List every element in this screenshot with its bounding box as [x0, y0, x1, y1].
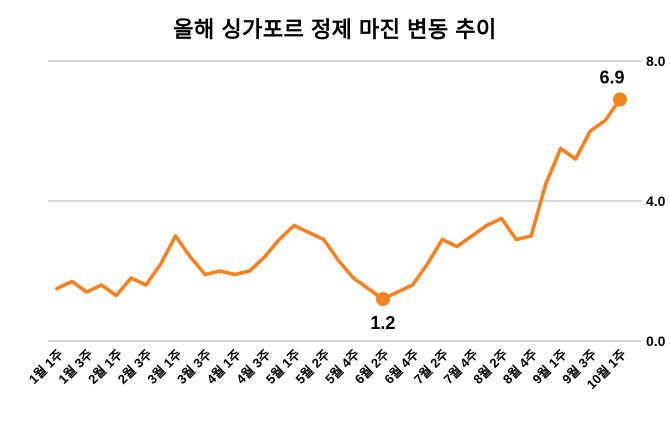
- y-axis-labels: 8.0 4.0 0.0: [646, 53, 666, 349]
- point-label: 6.9: [599, 68, 624, 88]
- gridlines: [48, 60, 642, 342]
- data-line: [55, 97, 622, 301]
- data-point-marker: [613, 92, 627, 107]
- data-point-marker: [375, 292, 390, 306]
- y-tick-label: 4.0: [646, 193, 666, 209]
- y-tick-label: 8.0: [646, 53, 666, 69]
- annotations: 1.2 6.9: [370, 68, 627, 333]
- chart-title: 올해 싱가포르 정제 마진 변동 추이: [173, 17, 497, 42]
- y-tick-label: 0.0: [646, 333, 666, 349]
- point-label: 1.2: [370, 313, 395, 333]
